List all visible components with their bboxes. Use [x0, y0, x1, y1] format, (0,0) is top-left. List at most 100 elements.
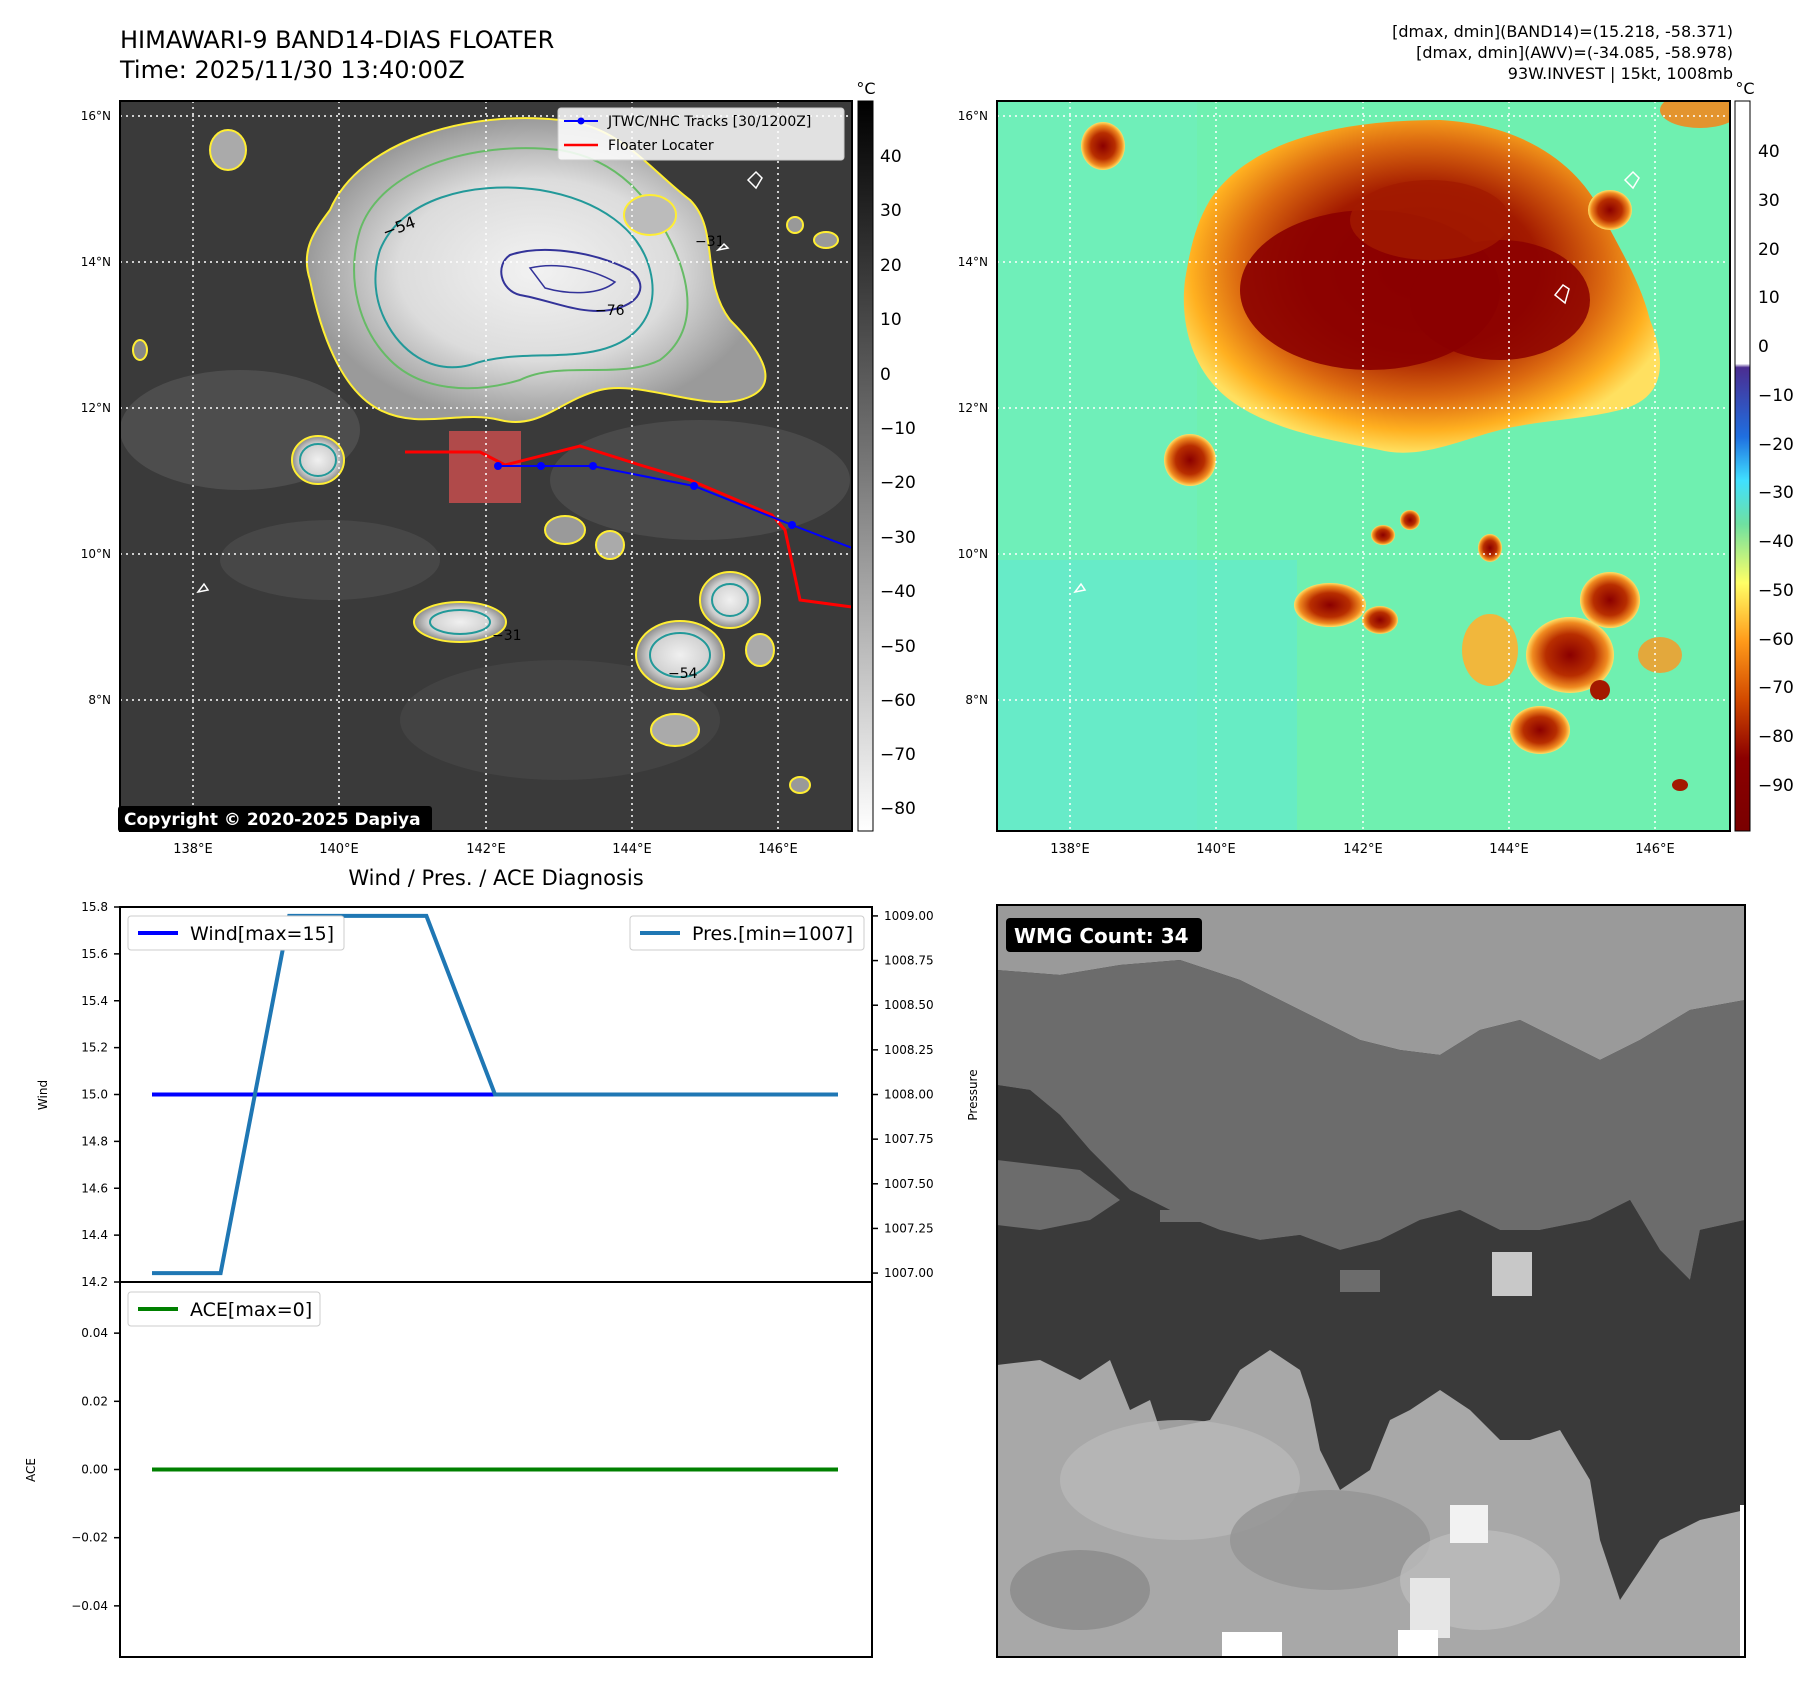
svg-text:−70: −70: [1758, 678, 1794, 698]
svg-text:140°E: 140°E: [1196, 842, 1236, 857]
presTicks-tick-label: 1007.75: [884, 1132, 934, 1146]
svg-text:40: 40: [1758, 142, 1780, 162]
svg-text:−80: −80: [880, 799, 916, 819]
svg-text:8°N: 8°N: [88, 693, 111, 707]
pressure-legend: Pres.[min=1007]: [629, 915, 865, 951]
svg-text:−70: −70: [880, 745, 916, 765]
svg-text:14°N: 14°N: [958, 255, 988, 269]
svg-text:−10: −10: [1758, 386, 1794, 406]
windTicks-tick-label: 15.8: [81, 900, 108, 914]
svg-text:Wind[max=15]: Wind[max=15]: [190, 923, 334, 945]
windTicks-tick-label: 15.2: [81, 1041, 108, 1055]
aceTicks-tick-label: 0.02: [81, 1394, 108, 1408]
right-lat-labels: 16°N 14°N 12°N 10°N 8°N: [958, 109, 988, 707]
map-legend: JTWC/NHC Tracks [30/1200Z] Floater Locat…: [557, 107, 845, 161]
windTicks-tick-label: 14.2: [81, 1275, 108, 1289]
svg-text:142°E: 142°E: [1343, 842, 1383, 857]
svg-text:0: 0: [880, 365, 891, 385]
svg-text:10: 10: [880, 310, 902, 330]
svg-text:40: 40: [880, 147, 902, 167]
wind-axis-label: Wind: [36, 1080, 50, 1110]
ace-legend: ACE[max=0]: [127, 1291, 321, 1327]
copyright-text: Copyright © 2020-2025 Dapiya: [124, 810, 421, 830]
svg-text:20: 20: [1758, 240, 1780, 260]
svg-text:10°N: 10°N: [81, 547, 111, 561]
aceTicks-tick-label: −0.02: [71, 1531, 108, 1545]
contour-label: −31: [695, 234, 725, 250]
wmg-panel: WMG Count: 34: [996, 904, 1746, 1658]
left-lat-labels: 16°N 14°N 12°N 10°N 8°N: [81, 109, 111, 707]
svg-text:140°E: 140°E: [319, 842, 359, 857]
svg-text:10°N: 10°N: [958, 547, 988, 561]
presTicks-tick-label: 1008.50: [884, 998, 934, 1012]
svg-text:12°N: 12°N: [81, 401, 111, 415]
windTicks-tick-label: 15.0: [81, 1088, 108, 1102]
svg-text:−60: −60: [1758, 630, 1794, 650]
aceTicks-tick-label: 0.04: [81, 1326, 108, 1340]
left-colorbar: °C 40 30 20 10 0 −10 −20 −30 −40 −50 −60…: [856, 79, 916, 832]
awv-map: [996, 100, 1731, 832]
pressure-axis-label: Pressure: [966, 1069, 980, 1120]
svg-text:30: 30: [880, 201, 902, 221]
presTicks-tick-label: 1008.25: [884, 1043, 934, 1057]
svg-text:8°N: 8°N: [965, 693, 988, 707]
aceTicks-tick-label: −0.04: [71, 1599, 108, 1613]
wind-pressure-chart: 15.8 15.6 15.4 15.2 15.0 14.8 14.6 14.4 14.2 100…: [36, 900, 980, 1289]
storm-info: 93W.INVEST | 15kt, 1008mb: [1507, 64, 1733, 83]
svg-text:0: 0: [1758, 337, 1769, 357]
presTicks-tick-label: 1009.00: [884, 909, 934, 923]
svg-text:138°E: 138°E: [1050, 842, 1090, 857]
contour-label: −31: [492, 628, 522, 644]
diagnosis-title: Wind / Pres. / ACE Diagnosis: [348, 866, 643, 890]
svg-text:20: 20: [880, 256, 902, 276]
svg-text:°C: °C: [1735, 79, 1754, 98]
band14-map: −54 −76 −31 −54 −31: [118, 100, 853, 832]
contour-label: −76: [595, 303, 625, 319]
svg-text:14°N: 14°N: [81, 255, 111, 269]
svg-text:−40: −40: [1758, 532, 1794, 552]
svg-text:−50: −50: [880, 637, 916, 657]
svg-text:138°E: 138°E: [173, 842, 213, 857]
aceTicks-tick-label: 0.00: [81, 1463, 108, 1477]
legend-floater-label: Floater Locater: [608, 138, 714, 154]
svg-text:16°N: 16°N: [958, 109, 988, 123]
windTicks-tick-label: 15.4: [81, 994, 108, 1008]
svg-text:−60: −60: [880, 691, 916, 711]
svg-text:°C: °C: [856, 79, 875, 98]
floater-track: [405, 444, 852, 609]
right-lon-labels: 138°E 140°E 142°E 144°E 146°E: [1050, 842, 1675, 857]
svg-text:144°E: 144°E: [1489, 842, 1529, 857]
wind-legend: Wind[max=15]: [127, 915, 345, 951]
pressure-series-line: [152, 913, 838, 1276]
svg-text:−30: −30: [1758, 483, 1794, 503]
stats-awv: [dmax, dmin](AWV)=(-34.085, -58.978): [1416, 43, 1733, 62]
presTicks-tick-label: 1007.25: [884, 1221, 934, 1235]
svg-text:142°E: 142°E: [466, 842, 506, 857]
svg-text:−50: −50: [1758, 581, 1794, 601]
presTicks-tick-label: 1007.00: [884, 1266, 934, 1280]
figure-time: Time: 2025/11/30 13:40:00Z: [120, 56, 465, 84]
figure-title: HIMAWARI-9 BAND14-DIAS FLOATER: [120, 26, 555, 54]
svg-text:30: 30: [1758, 191, 1780, 211]
windTicks-tick-label: 14.6: [81, 1181, 108, 1195]
svg-text:−90: −90: [1758, 776, 1794, 796]
windTicks-tick-label: 15.6: [81, 947, 108, 961]
svg-text:−30: −30: [880, 528, 916, 548]
windTicks-tick-label: 14.4: [81, 1228, 108, 1242]
jtwc-track: [498, 465, 852, 549]
svg-text:−80: −80: [1758, 727, 1794, 747]
svg-text:146°E: 146°E: [1635, 842, 1675, 857]
contour-label: −54: [668, 666, 698, 682]
svg-text:ACE[max=0]: ACE[max=0]: [190, 1299, 312, 1321]
svg-text:144°E: 144°E: [612, 842, 652, 857]
stats-band14: [dmax, dmin](BAND14)=(15.218, -58.371): [1392, 22, 1733, 41]
wmg-count-label: WMG Count: 34: [1014, 924, 1189, 948]
svg-text:−20: −20: [880, 473, 916, 493]
left-lon-labels: 138°E 140°E 142°E 144°E 146°E: [173, 842, 798, 857]
svg-text:146°E: 146°E: [758, 842, 798, 857]
presTicks-tick-label: 1007.50: [884, 1177, 934, 1191]
svg-text:12°N: 12°N: [958, 401, 988, 415]
windTicks-tick-label: 14.8: [81, 1134, 108, 1148]
right-colorbar: °C 40 30 20 10 0 −10 −20 −30 −40 −50 −60…: [1734, 79, 1794, 832]
legend-jtwc-label: JTWC/NHC Tracks [30/1200Z]: [607, 114, 811, 130]
